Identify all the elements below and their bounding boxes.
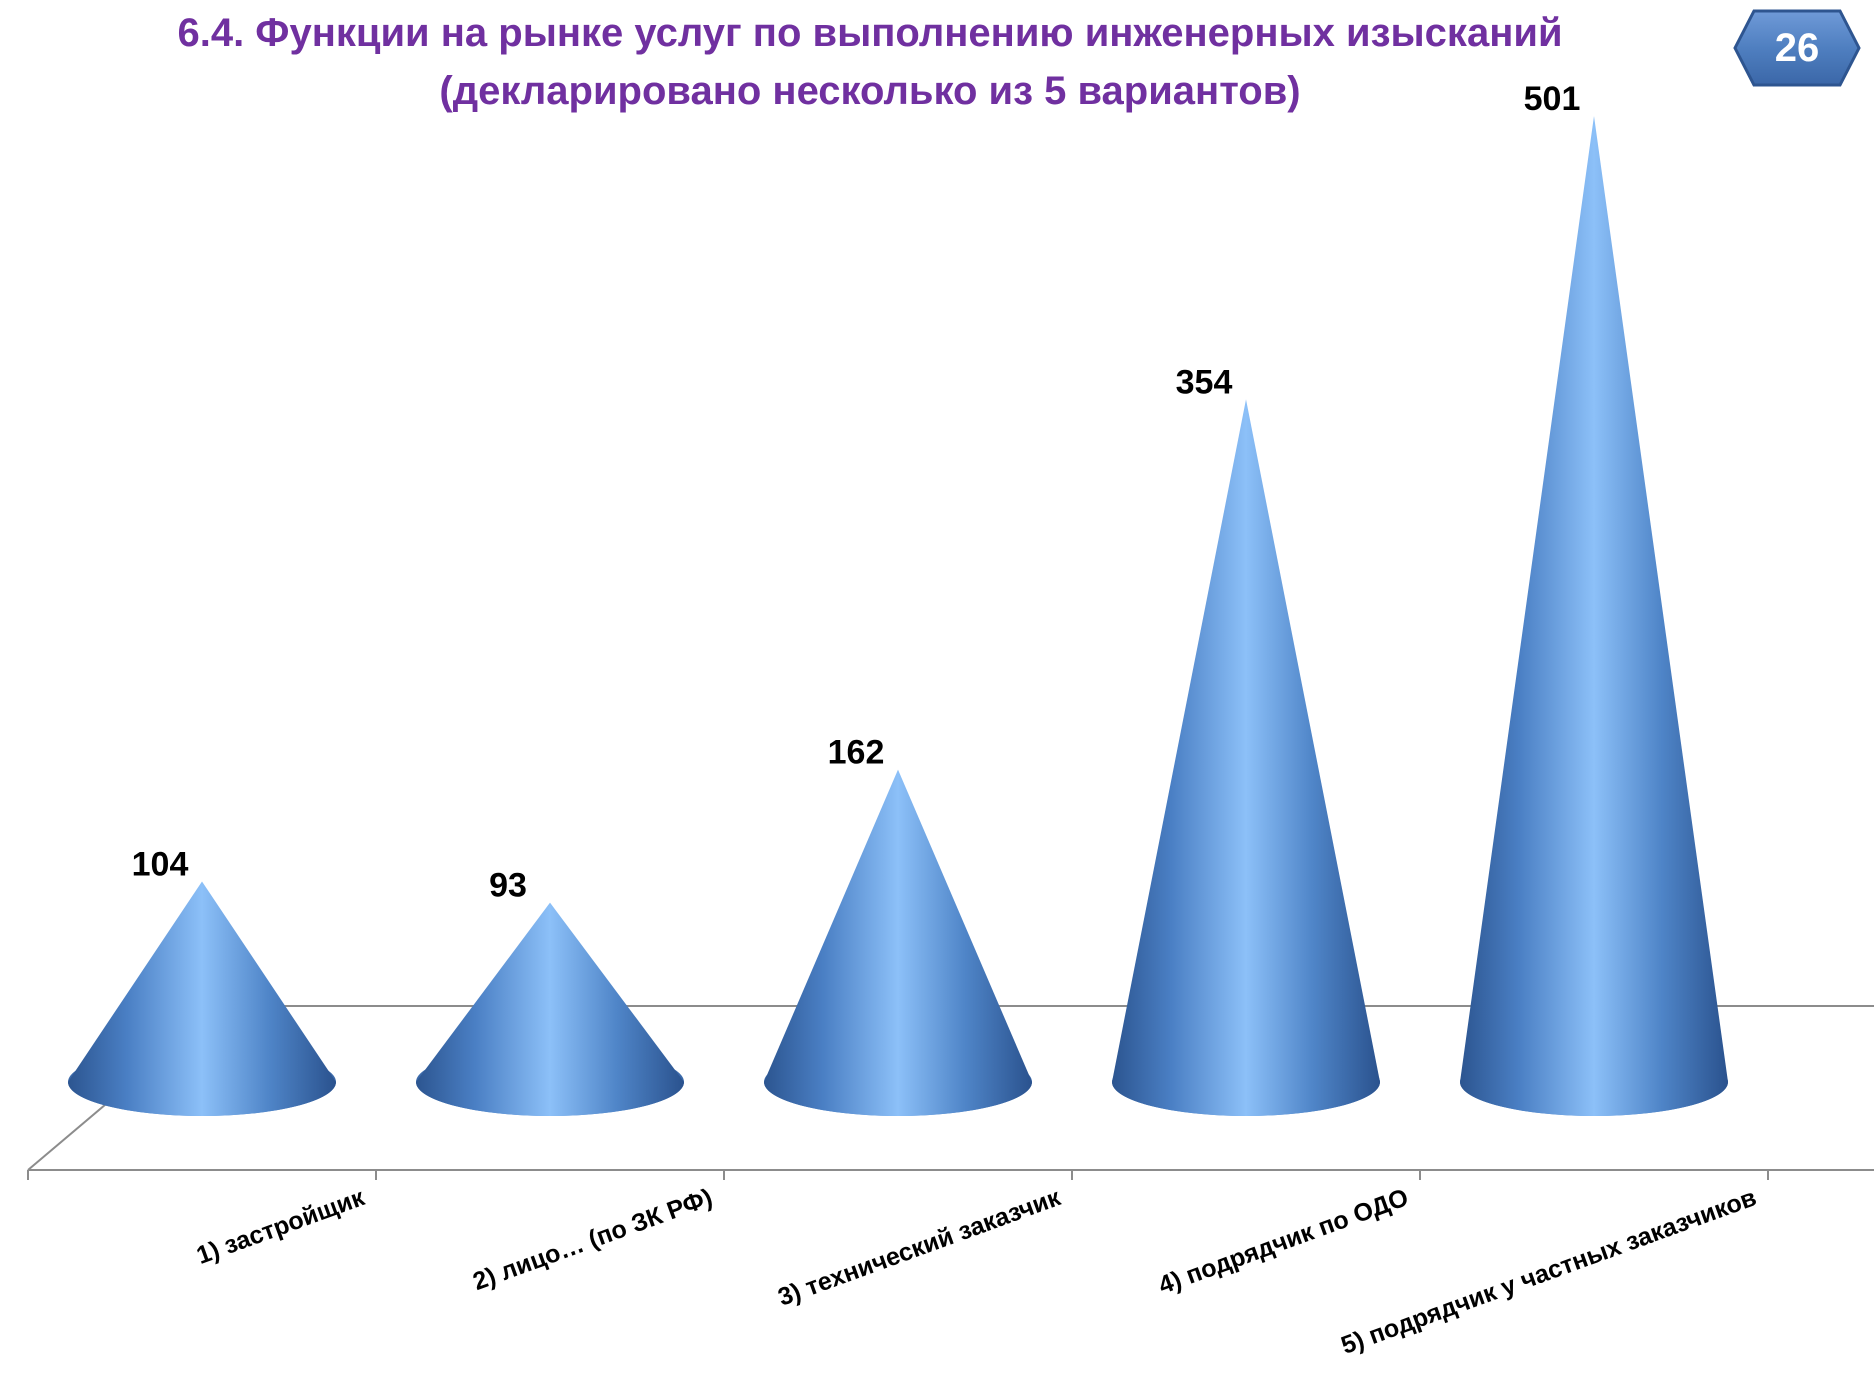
category-label: 4) подрядчик по ОДО bbox=[1155, 1183, 1412, 1299]
category-labels: 1) застройщик 2) лицо… (по ЗК РФ) 3) техни… bbox=[193, 1183, 1760, 1360]
cone-mark bbox=[68, 881, 336, 1116]
value-label: 93 bbox=[489, 867, 527, 905]
cone-mark bbox=[416, 902, 684, 1116]
cone-body bbox=[1112, 399, 1380, 1116]
category-label: 1) застройщик bbox=[193, 1183, 369, 1270]
value-label: 501 bbox=[1524, 80, 1581, 118]
cone-body bbox=[416, 902, 684, 1116]
value-label: 104 bbox=[132, 845, 189, 883]
cone-series bbox=[68, 116, 1728, 1116]
cone-mark bbox=[1460, 116, 1728, 1116]
cone-body bbox=[764, 769, 1032, 1116]
value-label: 354 bbox=[1176, 363, 1233, 401]
x-axis-ticks bbox=[27, 1170, 1769, 1180]
cone-mark bbox=[764, 769, 1032, 1116]
chart-title: 6.4. Функции на рынке услуг по выполнени… bbox=[60, 4, 1680, 120]
page-number-badge: 26 bbox=[1732, 8, 1862, 88]
chart-title-line1: 6.4. Функции на рынке услуг по выполнени… bbox=[177, 11, 1563, 55]
hexagon-badge-icon bbox=[1733, 9, 1861, 87]
value-labels: 104 93 162 354 501 bbox=[132, 80, 1581, 905]
category-label: 3) технический заказчик bbox=[774, 1183, 1064, 1311]
category-label: 2) лицо… (по ЗК РФ) bbox=[469, 1183, 716, 1296]
page-number: 26 bbox=[1774, 26, 1820, 70]
chart-title-line2: (декларировано несколько из 5 вариантов) bbox=[439, 69, 1301, 113]
cone-mark bbox=[1112, 399, 1380, 1116]
cone-body bbox=[68, 881, 336, 1116]
cone-body bbox=[1460, 116, 1728, 1116]
value-label: 162 bbox=[828, 734, 885, 772]
